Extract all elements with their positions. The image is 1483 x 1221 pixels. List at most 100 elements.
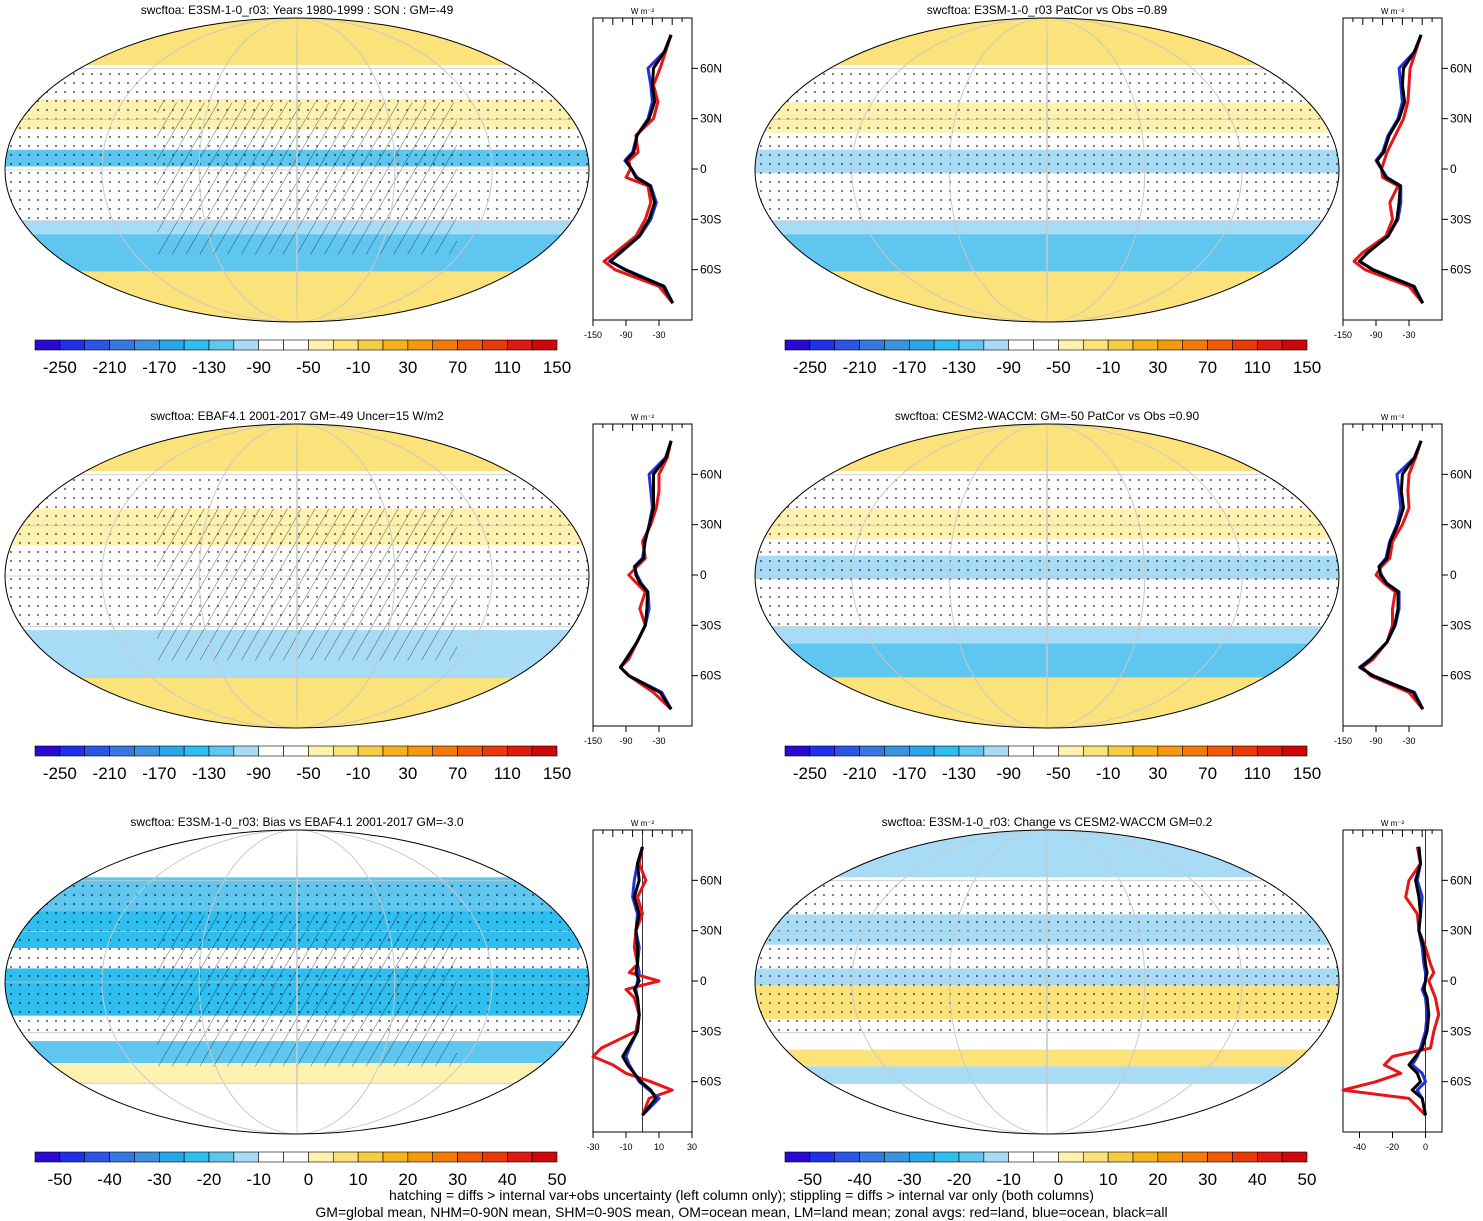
colorbar-label: -10	[996, 1170, 1021, 1189]
zonal-line-all	[619, 440, 673, 711]
lat-tick-label: 60N	[700, 467, 722, 481]
colorbar-swatch	[407, 745, 434, 757]
colorbar-swatch	[1033, 339, 1059, 351]
colorbar-swatch	[983, 745, 1010, 757]
colorbar-swatch	[382, 1151, 409, 1163]
colorbar-swatch	[183, 745, 210, 757]
map-band	[755, 234, 1339, 272]
lat-tick-label: 30S	[700, 1024, 721, 1038]
colorbar-label: -10	[1096, 358, 1121, 377]
zonal-unit-label: W m⁻²	[631, 819, 655, 828]
colorbar-swatch	[308, 745, 334, 757]
map-band	[755, 1066, 1339, 1084]
colorbar-label: -90	[996, 764, 1021, 783]
colorbar-swatch	[208, 339, 235, 351]
colorbar-swatch	[482, 1151, 508, 1163]
colorbar-label: -130	[192, 358, 226, 377]
colorbar-swatch	[983, 339, 1010, 351]
colorbar-swatch	[1058, 339, 1084, 351]
colorbar-swatch	[1082, 339, 1109, 351]
chart-panel-4: swcftoa: CESM2-WACCM: GM=-50 PatCor vs O…	[750, 406, 1483, 806]
colorbar-label: -40	[847, 1170, 872, 1189]
zonal-line-ocean	[608, 34, 675, 304]
colorbar-label: -10	[1096, 764, 1121, 783]
lat-tick-label: 30S	[1450, 212, 1471, 226]
colorbar-swatch	[84, 339, 110, 351]
colorbar-swatch	[1256, 1151, 1283, 1163]
lat-tick-label: 0	[700, 162, 707, 176]
footer-note-legend: GM=global mean, NHM=0-90N mean, SHM=0-90…	[315, 1204, 1168, 1220]
colorbar-swatch	[34, 745, 61, 757]
colorbar-label: -10	[346, 764, 371, 783]
zonal-plot-frame	[1342, 423, 1443, 727]
zonal-unit-label: W m⁻²	[631, 7, 655, 16]
graticule-meridian	[851, 830, 1243, 1134]
colorbar-swatch	[1107, 745, 1134, 757]
colorbar-swatch	[1232, 745, 1258, 757]
colorbar-swatch	[332, 1151, 359, 1163]
colorbar-label: 30	[1198, 1170, 1217, 1189]
lat-tick-label: 30S	[1450, 618, 1471, 632]
stipple-overlay	[755, 68, 1339, 221]
colorbar-swatch	[1033, 1151, 1059, 1163]
world-map	[5, 830, 589, 1134]
colorbar-label: 70	[1198, 358, 1217, 377]
colorbar-label: -250	[793, 358, 827, 377]
chart-panel-1: swcftoa: E3SM-1-0_r03: Years 1980-1999 :…	[0, 0, 733, 400]
x-tick-label: -90	[619, 330, 632, 340]
x-tick-label: -90	[1369, 736, 1382, 746]
map-outline	[754, 829, 1340, 1135]
colorbar-label: 40	[1248, 1170, 1267, 1189]
colorbar-swatch	[34, 1151, 61, 1163]
map-outline	[754, 17, 1340, 323]
colorbar-swatch	[531, 339, 558, 351]
colorbar-swatch	[1132, 339, 1159, 351]
zonal-unit-label: W m⁻²	[1381, 413, 1405, 422]
colorbar-swatch	[283, 745, 309, 757]
colorbar-swatch	[432, 1151, 458, 1163]
colorbar-swatch	[407, 339, 434, 351]
colorbar-swatch	[784, 339, 811, 351]
colorbar-label: 20	[1148, 1170, 1167, 1189]
colorbar-swatch	[233, 339, 260, 351]
panel-svg: -250 -210 -170 -130 -90 -50 -10 30 70 110 150 W m⁻²…	[754, 413, 1472, 783]
colorbar-swatch	[1232, 1151, 1258, 1163]
colorbar-swatch	[109, 339, 135, 351]
colorbar-label: 20	[398, 1170, 417, 1189]
colorbar-swatch	[1256, 745, 1283, 757]
colorbar-swatch	[859, 1151, 885, 1163]
colorbar-label: 30	[448, 1170, 467, 1189]
lat-tick-label: 60S	[700, 669, 721, 683]
colorbar-swatch	[834, 745, 860, 757]
colorbar-swatch	[183, 339, 210, 351]
colorbar-label: 110	[494, 764, 521, 783]
chart-panel-2: swcftoa: E3SM-1-0_r03 PatCor vs Obs =0.8…	[750, 0, 1483, 400]
x-tick-label: -10	[619, 1142, 632, 1152]
x-tick-label: 0	[1423, 1142, 1428, 1152]
colorbar-swatch	[183, 1151, 210, 1163]
lat-tick-label: 60N	[700, 873, 722, 887]
graticule-meridian	[296, 424, 298, 728]
colorbar-swatch	[158, 1151, 185, 1163]
colorbar-label: -50	[1046, 764, 1071, 783]
colorbar-label: -130	[942, 764, 976, 783]
colorbar-swatch	[332, 339, 359, 351]
graticule-meridian	[198, 830, 396, 1134]
colorbar-swatch	[357, 745, 384, 757]
colorbar-swatch	[357, 1151, 384, 1163]
lat-tick-label: 0	[1450, 974, 1457, 988]
colorbar-swatch	[1157, 1151, 1184, 1163]
graticule-meridian	[948, 424, 1146, 728]
colorbar-swatch	[884, 339, 910, 351]
hatch-overlay	[157, 508, 457, 661]
colorbar-label: -130	[942, 358, 976, 377]
lat-tick-label: 30N	[700, 112, 722, 126]
colorbar-label: 50	[548, 1170, 567, 1189]
colorbar-swatch	[933, 339, 960, 351]
lat-tick-label: 30N	[700, 518, 722, 532]
colorbar-swatch	[134, 745, 160, 757]
zonal-unit-label: W m⁻²	[1381, 7, 1405, 16]
lat-tick-label: 0	[1450, 568, 1457, 582]
colorbar-swatch	[1008, 339, 1034, 351]
zonal-line-ocean	[1358, 440, 1425, 710]
